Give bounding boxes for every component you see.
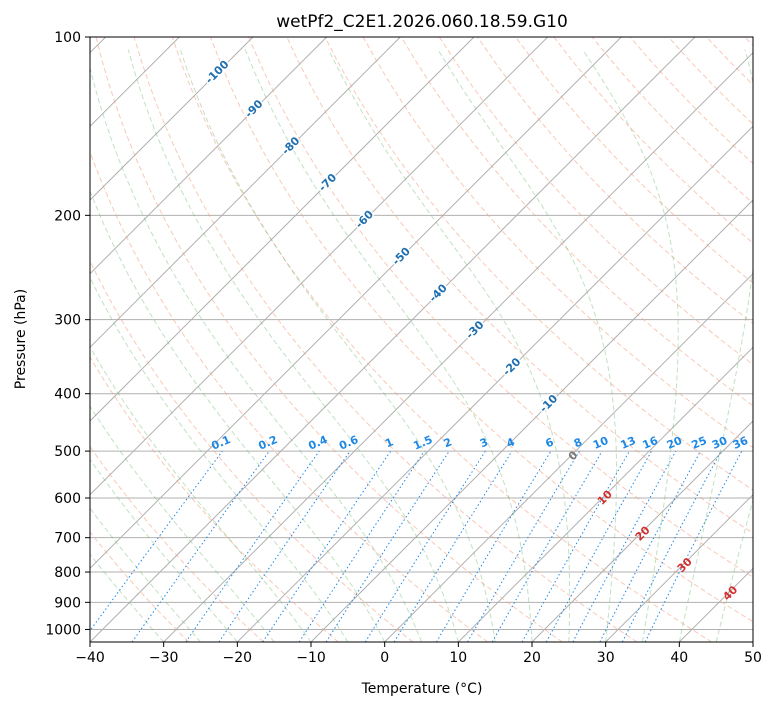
x-axis-label: Temperature (°C) — [361, 681, 483, 697]
y-tick-label: 1000 — [45, 622, 81, 638]
y-tick-label: 100 — [54, 30, 81, 46]
x-tick-label: −30 — [149, 650, 179, 666]
x-tick-label: 0 — [380, 650, 389, 666]
y-tick-label: 300 — [54, 313, 81, 329]
x-tick-label: 40 — [670, 650, 688, 666]
x-tick-label: −10 — [296, 650, 326, 666]
x-tick-label: 30 — [597, 650, 615, 666]
x-tick-label: 10 — [449, 650, 467, 666]
y-tick-label: 500 — [54, 444, 81, 460]
y-tick-label: 900 — [54, 595, 81, 611]
y-axis-label: Pressure (hPa) — [13, 289, 29, 389]
y-tick-label: 400 — [54, 387, 81, 403]
y-tick-label: 600 — [54, 491, 81, 507]
x-tick-label: 50 — [744, 650, 762, 666]
x-tick-label: 20 — [523, 650, 541, 666]
chart-title: wetPf2_C2E1.2026.060.18.59.G10 — [276, 12, 568, 32]
y-tick-label: 700 — [54, 531, 81, 547]
y-tick-label: 800 — [54, 565, 81, 581]
x-tick-label: −40 — [75, 650, 105, 666]
y-tick-label: 200 — [54, 208, 81, 224]
x-tick-label: −20 — [223, 650, 253, 666]
